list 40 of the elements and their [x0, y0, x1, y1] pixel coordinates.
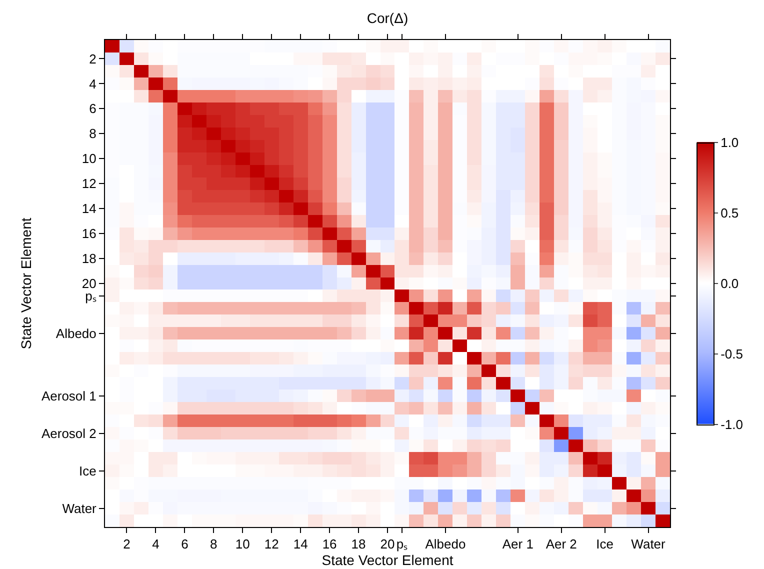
x-tick-label: 8	[210, 536, 218, 552]
y-tick-label: 8	[89, 126, 96, 142]
color-bar-label: -0.5	[720, 346, 744, 362]
y-tick-label: Albedo	[56, 326, 96, 341]
y-tick-label: 2	[89, 51, 96, 66]
x-tick-label: 4	[152, 536, 160, 552]
x-tick-label: 14	[293, 536, 308, 552]
color-bar-label: 1.0	[720, 135, 739, 150]
y-axis-title: State Vector Element	[18, 218, 34, 350]
x-tick-label: 10	[235, 536, 250, 552]
color-bar-label: 0.5	[720, 206, 739, 221]
color-bar-label: -1.0	[720, 417, 744, 432]
x-tick-label: Ice	[596, 536, 614, 552]
x-axis-title: State Vector Element	[322, 552, 454, 568]
y-tick-label: 6	[89, 101, 96, 116]
y-tick-label: 4	[89, 76, 96, 92]
y-tick-label: Aerosol 2	[41, 426, 96, 441]
y-tick-label: 18	[82, 251, 96, 266]
y-tick-label: Water	[62, 500, 98, 516]
color-bar-label: 0.0	[720, 276, 739, 292]
y-tick-label: Aerosol 1	[41, 388, 96, 404]
x-tick-label: Aer 2	[546, 536, 577, 552]
y-tick-label: pₛ	[85, 288, 96, 304]
x-tick-label: 12	[264, 536, 279, 552]
x-tick-label: Albedo	[425, 536, 466, 552]
x-tick-label: 6	[181, 536, 188, 552]
x-tick-label: 16	[322, 536, 337, 552]
y-tick-label: 20	[82, 276, 96, 292]
x-tick-label: Water	[631, 536, 666, 552]
y-tick-label: 12	[82, 176, 96, 192]
y-tick-label: Ice	[79, 463, 96, 478]
y-tick-label: 16	[82, 226, 96, 242]
x-tick-label: pₛ	[396, 536, 408, 552]
x-tick-label: 20	[380, 536, 395, 552]
y-tick-label: 10	[82, 151, 96, 166]
x-tick-label: 18	[351, 536, 366, 552]
x-tick-label: Aer 1	[502, 536, 534, 552]
x-tick-label: 2	[123, 536, 130, 552]
chart-title: Cor(Δ)	[366, 10, 408, 26]
y-tick-label: 14	[82, 201, 96, 216]
